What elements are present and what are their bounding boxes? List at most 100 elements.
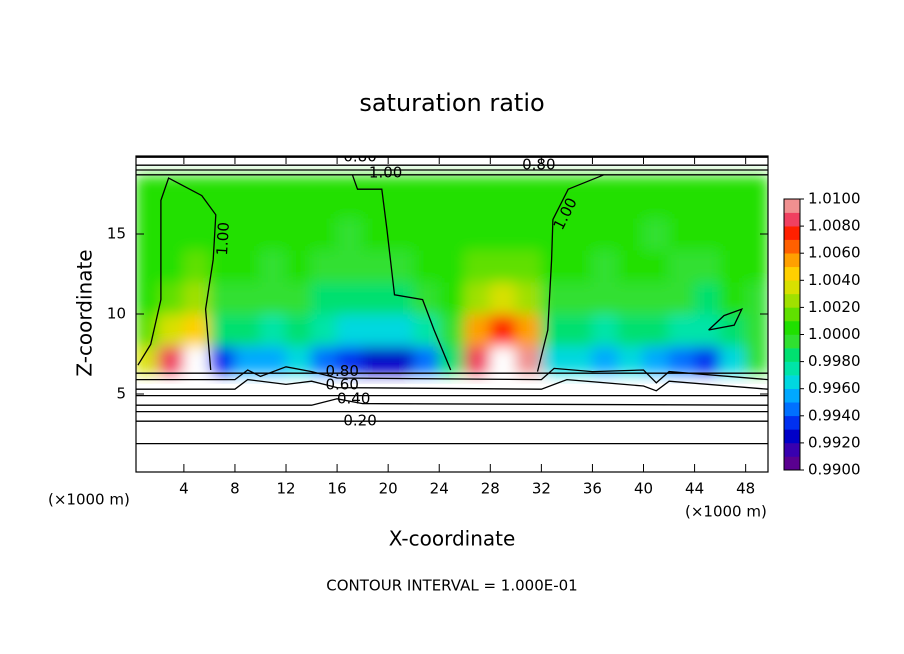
colorbar-tick-label: 0.9960 [808,379,861,397]
field-cell [336,345,364,374]
field-cell [336,217,364,251]
field-cell [311,345,338,374]
contour-label: 0.20 [343,412,376,430]
field-cell [464,217,491,251]
x-tick-label: 32 [532,480,551,498]
field-cell [413,249,440,283]
field-cell [285,249,313,283]
field-cell [157,249,185,283]
field-cell [362,313,389,347]
colorbar-swatch [784,226,800,240]
y-tick-label: 5 [116,385,126,403]
colorbar-tick-label: 1.0100 [808,190,861,208]
field-cell [668,313,696,347]
field-cell [617,249,645,283]
field-cell [413,345,440,374]
field-cell [566,249,593,283]
contour-label: 1.00 [369,164,402,182]
contour-line [137,177,217,371]
colorbar-tick-label: 0.9940 [808,406,861,424]
field-cell [336,313,364,347]
field-cell [566,175,593,219]
field-cell [259,313,287,347]
field-cell [643,281,670,315]
colorbar-swatch [784,442,800,457]
field-cell [515,175,542,219]
field-cell [694,281,721,315]
field-cell [617,175,645,219]
field-cell [234,345,261,374]
field-cell [515,249,542,283]
y-axis-label: Z-coordinate [73,249,97,376]
field-cell [489,175,517,219]
x-tick-label: 4 [179,480,189,498]
field-cell [234,217,261,251]
contour-line [708,308,744,331]
field-cell [208,281,236,315]
field-cell [136,281,159,315]
field-cell [413,175,440,219]
colorbar-swatch [784,388,800,403]
x-tick-label: 20 [379,480,398,498]
field-cell [234,175,261,219]
field-cell [591,217,619,251]
contour-line [136,398,768,406]
field-cell [136,175,159,219]
field-cell [591,249,619,283]
field-cell [668,281,696,315]
colorbar-swatch [784,361,800,376]
colorbar-swatch [784,375,800,389]
field-cell [387,175,415,219]
field-cell [464,175,491,219]
contour-label: 0.80 [325,362,358,380]
field-cell [719,217,747,251]
field-cell [208,345,236,374]
field-cell [566,217,593,251]
field-cell [136,217,159,251]
x-tick-label: 8 [230,480,240,498]
field-cell [540,175,568,219]
field-cell [234,313,261,347]
field-cell [719,249,747,283]
y-tick-label: 15 [107,225,126,243]
colorbar-swatch [784,212,800,227]
field-cell [489,249,517,283]
colorbar-tick-label: 1.0080 [808,217,861,235]
field-cell [311,217,338,251]
field-cell [617,281,645,315]
field-cell [566,281,593,315]
field-cell [515,345,542,374]
field-cell [285,217,313,251]
contour-line [536,174,605,372]
field-cell [591,313,619,347]
x-tick-label: 36 [583,480,602,498]
field-cell [387,345,415,374]
field-cell [183,249,210,283]
contour-label: 1.00 [213,222,233,256]
field-cell [259,281,287,315]
field-cell [413,217,440,251]
field-cell [208,313,236,347]
field-cell [515,281,542,315]
field-cell [668,217,696,251]
field-cell [643,175,670,219]
colorbar-swatch [784,456,800,471]
field-cell [157,313,185,347]
field-cell [336,281,364,315]
colorbar-tick-label: 1.0020 [808,298,861,316]
field-cell [643,249,670,283]
field-cell [259,217,287,251]
x-tick-label: 48 [736,480,755,498]
contour-label: 0.80 [522,156,555,174]
colorbar-swatch [784,307,800,322]
field-cell [136,313,159,347]
field-cell [362,281,389,315]
field-cell [489,217,517,251]
field-cell [617,345,645,374]
field-cell [591,175,619,219]
x-tick-label: 24 [430,480,449,498]
field-cell [719,345,747,374]
field-cell [157,217,185,251]
field-cell [489,345,517,374]
axes-layer: 4 8 12 16 20 24 28 32 36 40 44 48510151.01001.00801… [107,155,861,498]
